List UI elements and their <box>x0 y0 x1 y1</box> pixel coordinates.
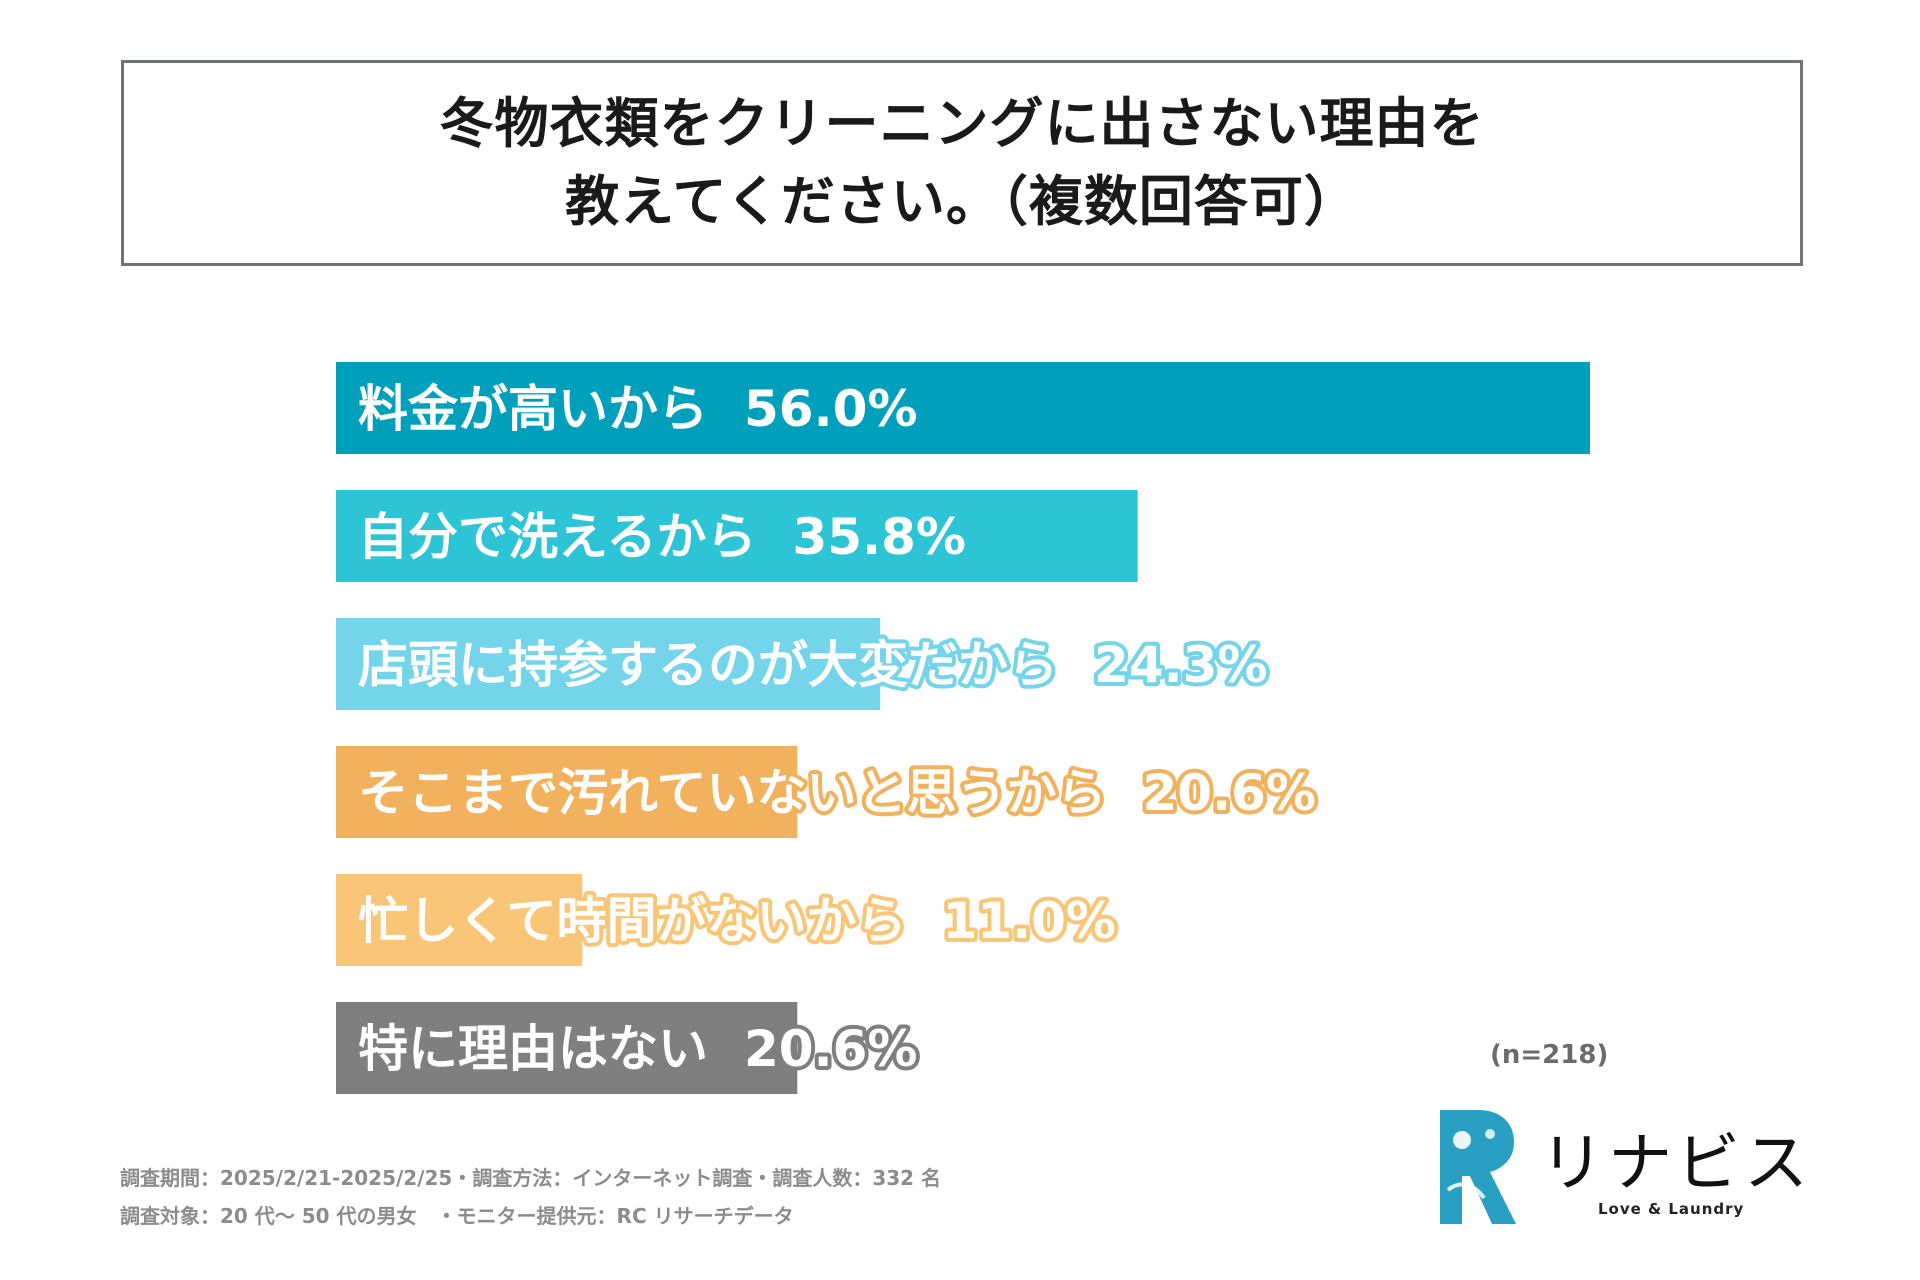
bar-1 <box>336 362 1590 454</box>
bar-label-3: 店頭に持参するのが大変だから 24.3% <box>358 636 1267 694</box>
category-label-6: 特に理由はない <box>358 1020 708 1078</box>
survey-period-footnote: 調査期間：2025/2/21-2025/2/25・調査方法：インターネット調査・… <box>120 1166 942 1190</box>
value-label-2: 35.8% <box>793 508 966 566</box>
bar-5 <box>336 874 583 966</box>
value-label-6: 20.6% <box>744 1020 917 1078</box>
brand-name: リナビス <box>1540 1127 1812 1201</box>
brand-tagline: Love & Laundry <box>1598 1200 1745 1218</box>
chart-title-line-1: 冬物衣類をクリーニングに出さない理由を <box>439 92 1485 155</box>
category-label-4: そこまで汚れていないと思うから <box>358 764 1107 822</box>
bar-2 <box>336 490 1138 582</box>
chart-title-line-2: 教えてください。（複数回答可） <box>565 170 1359 233</box>
bar-label-2: 自分で洗えるから 35.8% <box>358 508 966 566</box>
sample-size-label: (n=218) <box>1490 1040 1609 1070</box>
value-label-4: 20.6% <box>1143 764 1316 822</box>
survey-target-footnote: 調査対象：20 代〜 50 代の男女 ・モニター提供元：RC リサーチデータ <box>120 1204 794 1228</box>
category-label-5: 忙しくて時間がないから <box>358 892 907 950</box>
title-box: 冬物衣類をクリーニングに出さない理由を 教えてください。（複数回答可） <box>121 60 1803 266</box>
bar-label-5: 忙しくて時間がないから 11.0% <box>358 892 1116 950</box>
bar-label-6: 特に理由はない 20.6% <box>358 1020 917 1078</box>
category-label-3: 店頭に持参するのが大変だから <box>358 636 1058 694</box>
category-label-1: 料金が高いから <box>358 380 708 438</box>
bar-6 <box>336 1002 798 1094</box>
value-label-5: 11.0% <box>943 892 1116 950</box>
category-label-2: 自分で洗えるから <box>358 508 757 566</box>
brand-logo-mark <box>1440 1110 1516 1224</box>
bar-label-1: 料金が高いから 56.0% <box>358 380 917 438</box>
bar-3 <box>336 618 881 710</box>
brand-logo: リナビス Love & Laundry <box>1440 1110 1840 1240</box>
bar-4 <box>336 746 798 838</box>
value-label-3: 24.3% <box>1094 636 1267 694</box>
bar-label-4: そこまで汚れていないと思うから 20.6% <box>358 764 1316 822</box>
value-label-1: 56.0% <box>744 380 917 438</box>
